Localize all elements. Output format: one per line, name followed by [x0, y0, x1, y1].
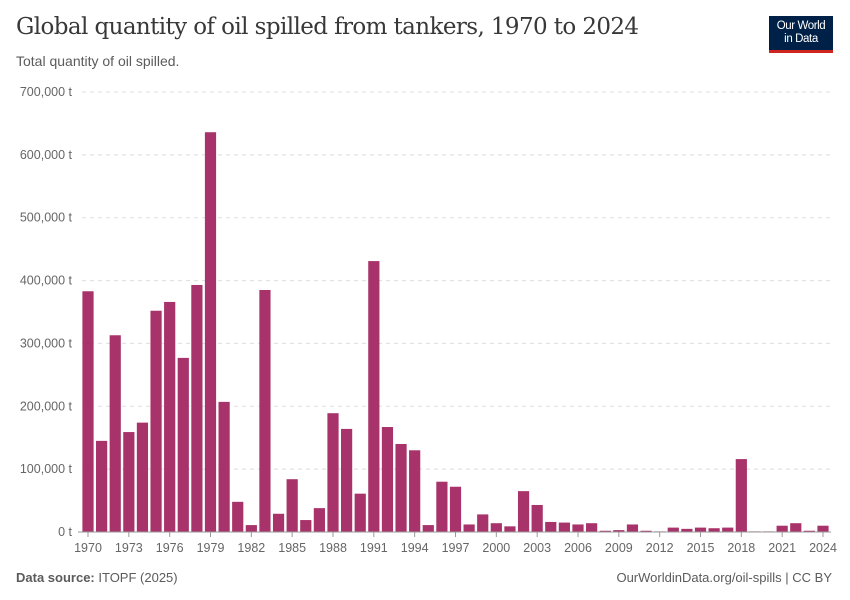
source-label: Data source:	[16, 570, 95, 585]
y-tick-label: 700,000 t	[20, 85, 73, 99]
bar-1987	[313, 508, 325, 532]
bar-1991	[368, 261, 380, 532]
owid-logo[interactable]: Our World in Data	[769, 16, 833, 53]
y-tick-label: 300,000 t	[20, 336, 73, 350]
x-tick-label: 1979	[197, 541, 225, 555]
x-tick-label: 2024	[809, 541, 837, 555]
x-tick-label: 2003	[523, 541, 551, 555]
x-tick-label: 1970	[74, 541, 102, 555]
logo-line2: in Data	[784, 33, 818, 45]
bar-2008	[599, 530, 611, 532]
x-tick-label: 2012	[646, 541, 674, 555]
bar-2007	[586, 523, 598, 532]
bar-1984	[272, 513, 285, 532]
bar-1975	[150, 310, 162, 532]
bar-2009	[613, 530, 625, 532]
bar-1979	[204, 132, 217, 532]
bar-2002	[517, 491, 530, 532]
bar-1999	[477, 514, 489, 532]
bar-1970	[82, 291, 94, 532]
bar-2017	[722, 527, 734, 532]
x-tick-label: 2000	[482, 541, 510, 555]
bar-2021	[776, 525, 788, 532]
bar-1995	[422, 525, 434, 532]
y-tick-label: 0 t	[58, 525, 72, 539]
bar-1976	[164, 301, 176, 532]
bar-2003	[531, 504, 543, 532]
bar-2015	[694, 527, 707, 532]
x-tick-label: 1988	[319, 541, 347, 555]
bar-1997	[449, 486, 462, 532]
bar-1989	[341, 428, 353, 532]
bar-1983	[259, 290, 271, 532]
logo-line1: Our World	[776, 20, 826, 32]
bar-2005	[558, 522, 570, 532]
bar-2013	[667, 527, 679, 532]
bar-1990	[354, 493, 366, 532]
bar-1978	[191, 284, 203, 532]
x-tick-label: 1997	[442, 541, 470, 555]
bar-2016	[708, 528, 720, 532]
x-tick-label: 2018	[727, 541, 755, 555]
bar-2024	[817, 525, 829, 532]
x-tick-label: 1994	[401, 541, 429, 555]
y-tick-label: 500,000 t	[20, 211, 73, 225]
x-tick-label: 2021	[768, 541, 796, 555]
source-value: ITOPF (2025)	[98, 570, 178, 585]
footer-link[interactable]: OurWorldinData.org/oil-spills | CC BY	[616, 570, 832, 585]
x-tick-label: 1976	[156, 541, 184, 555]
bar-1973	[123, 432, 135, 532]
bar-1985	[286, 479, 298, 532]
x-tick-label: 1985	[278, 541, 306, 555]
bar-2023	[803, 530, 815, 532]
bar-2000	[490, 523, 502, 532]
x-tick-label: 2006	[564, 541, 592, 555]
bar-2011	[640, 530, 652, 532]
bar-1994	[409, 450, 421, 532]
bar-2022	[790, 523, 802, 532]
x-tick-label: 2015	[687, 541, 715, 555]
bar-1971	[96, 440, 108, 532]
bar-1998	[463, 524, 475, 532]
bar-1980	[218, 401, 230, 532]
chart-subtitle: Total quantity of oil spilled.	[16, 53, 180, 69]
bar-1986	[300, 520, 312, 532]
bar-2004	[545, 521, 557, 532]
bar-2010	[626, 524, 639, 532]
data-source: Data source: ITOPF (2025)	[16, 570, 178, 585]
bar-1982	[245, 525, 257, 532]
y-tick-label: 600,000 t	[20, 148, 73, 162]
bar-1981	[232, 501, 244, 532]
bar-1993	[395, 444, 407, 532]
y-tick-label: 200,000 t	[20, 399, 73, 413]
x-tick-label: 2009	[605, 541, 633, 555]
bar-1974	[136, 422, 149, 532]
chart-title: Global quantity of oil spilled from tank…	[16, 14, 639, 40]
y-tick-label: 100,000 t	[20, 462, 73, 476]
bar-1992	[381, 427, 394, 532]
bar-1996	[436, 481, 448, 532]
bar-2006	[572, 524, 584, 532]
x-tick-label: 1973	[115, 541, 143, 555]
bar-2018	[735, 459, 747, 532]
bar-2014	[681, 528, 693, 532]
bar-2001	[504, 526, 516, 532]
x-tick-label: 1991	[360, 541, 388, 555]
y-tick-label: 400,000 t	[20, 274, 73, 288]
bar-1977	[177, 357, 189, 532]
x-tick-label: 1982	[237, 541, 265, 555]
bar-1972	[109, 335, 121, 532]
bar-1988	[327, 413, 339, 532]
